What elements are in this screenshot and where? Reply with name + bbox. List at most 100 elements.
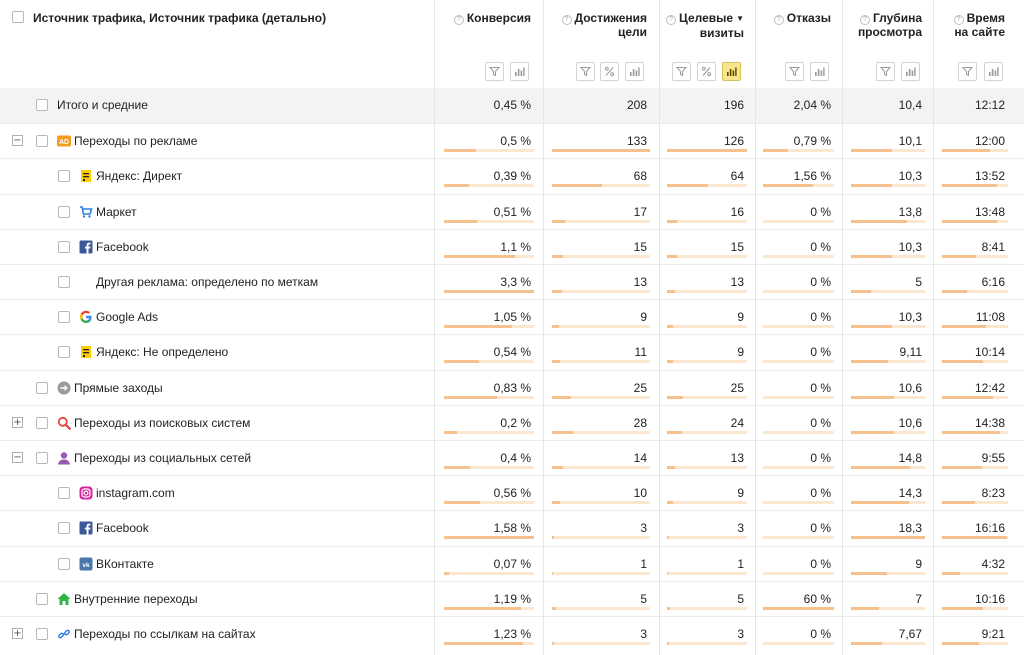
table-row[interactable]: Прямые заходы 0,83 % 25 25 0 % 10,6 12:42 xyxy=(0,369,1024,405)
metric-bar xyxy=(444,501,480,505)
metric-header-line: на сайте xyxy=(954,25,1005,39)
percent-icon-button[interactable] xyxy=(600,62,619,81)
metric-value: 126 xyxy=(723,134,744,149)
row-label[interactable]: Другая реклама: определено по меткам xyxy=(96,275,319,289)
totals-row[interactable]: Итого и средние 0,45 % 208 196 2,04 % 10,4 12:… xyxy=(0,88,1024,124)
table-row[interactable]: Facebook 1,58 % 3 3 0 % 18,3 16:16 xyxy=(0,510,1024,545)
help-icon[interactable]: ? xyxy=(773,15,784,25)
dimension-header[interactable]: Источник трафика, Источник трафика (дета… xyxy=(33,11,327,25)
metric-bar xyxy=(667,466,675,469)
metric-bar-track xyxy=(552,571,650,575)
row-checkbox[interactable] xyxy=(58,170,70,183)
metric-bar xyxy=(763,184,813,188)
metric-value: 3 xyxy=(640,521,647,536)
ad-icon: AD xyxy=(57,134,71,148)
select-all-checkbox[interactable] xyxy=(12,11,24,23)
metric-value: 0 % xyxy=(810,486,831,501)
sort-desc-icon[interactable]: ▼ xyxy=(736,14,744,23)
help-icon[interactable]: ? xyxy=(666,15,677,25)
row-checkbox[interactable] xyxy=(58,205,70,218)
row-checkbox[interactable] xyxy=(36,628,48,640)
table-row[interactable]: Facebook 1,1 % 15 15 0 % 10,3 8:41 xyxy=(0,228,1024,264)
row-checkbox[interactable] xyxy=(58,276,70,288)
row-checkbox[interactable] xyxy=(58,346,70,359)
metric-header[interactable]: ? Отказы xyxy=(773,11,831,25)
row-checkbox[interactable] xyxy=(36,99,48,111)
row-label[interactable]: Facebook xyxy=(96,239,149,254)
metric-header[interactable]: ? Целевые ▼ визиты xyxy=(666,11,744,40)
filter-icon-button[interactable] xyxy=(576,62,595,81)
table-row[interactable]: Яндекс: Не определено 0,54 % 11 9 0 % 9,11 10:… xyxy=(0,334,1024,369)
metric-header[interactable]: ? Конверсия xyxy=(453,11,531,25)
help-icon[interactable]: ? xyxy=(561,15,572,25)
filter-icon-button[interactable] xyxy=(672,62,691,81)
chart-icon-button[interactable] xyxy=(810,62,829,81)
table-row[interactable]: Внутренние переходы 1,19 % 5 5 60 % 7 10:16 xyxy=(0,580,1024,616)
percent-icon-button[interactable] xyxy=(697,62,716,81)
metric-value: 1,23 % xyxy=(493,627,531,641)
filter-icon-button[interactable] xyxy=(958,62,977,81)
chart-icon-button[interactable] xyxy=(625,62,644,81)
row-checkbox[interactable] xyxy=(36,592,48,605)
chart-icon-button[interactable] xyxy=(510,62,529,81)
metric-value: 9:55 xyxy=(981,451,1005,465)
metric-value: 0,54 % xyxy=(493,345,531,360)
row-checkbox[interactable] xyxy=(36,416,48,429)
row-label[interactable]: instagram.com xyxy=(96,486,175,501)
row-label[interactable]: Переходы по рекламе xyxy=(74,134,198,149)
help-icon[interactable]: ? xyxy=(859,15,870,25)
row-label[interactable]: ВКонтакте xyxy=(96,556,154,571)
table-row[interactable]: − Переходы из социальных сетей 0,4 % 14 13 0 … xyxy=(0,440,1024,475)
row-checkbox[interactable] xyxy=(36,135,48,148)
row-label[interactable]: Яндекс: Не определено xyxy=(96,345,229,360)
row-checkbox[interactable] xyxy=(36,381,48,394)
metric-value: 0 % xyxy=(810,239,831,254)
row-label[interactable]: Переходы по ссылкам на сайтах xyxy=(74,627,256,641)
table-row[interactable]: − AD Переходы по рекламе 0,5 % 133 126 0,79 % 1… xyxy=(0,123,1024,158)
chart-icon-button[interactable] xyxy=(984,62,1003,81)
row-label[interactable]: Переходы из социальных сетей xyxy=(74,451,252,465)
chart-icon-button[interactable] xyxy=(901,62,920,81)
metric-bar-track xyxy=(851,606,925,610)
table-row[interactable]: instagram.com 0,56 % 10 9 0 % 14,3 8:23 xyxy=(0,475,1024,510)
table-row[interactable]: vk ВКонтакте 0,07 % 1 1 0 % 9 4:32 xyxy=(0,545,1024,581)
filter-icon-button[interactable] xyxy=(485,62,504,81)
row-checkbox[interactable] xyxy=(58,240,70,253)
metric-bar-track xyxy=(667,219,747,223)
table-row[interactable]: Яндекс: Директ 0,39 % 68 64 1,56 % 10,3 13:52 xyxy=(0,158,1024,193)
row-checkbox[interactable] xyxy=(58,522,70,535)
row-label[interactable]: Внутренние переходы xyxy=(74,591,198,606)
metric-bar xyxy=(444,290,534,293)
row-checkbox[interactable] xyxy=(58,487,70,500)
chart-icon-button[interactable] xyxy=(722,62,741,81)
row-label[interactable]: Google Ads xyxy=(96,310,159,325)
metric-header[interactable]: ? Достижения цели xyxy=(561,11,647,39)
table-row[interactable]: Другая реклама: определено по меткам 3,3 … xyxy=(0,264,1024,299)
metric-title: Глубина xyxy=(872,11,922,25)
metric-header[interactable]: ? Время на сайте xyxy=(953,11,1005,39)
metric-value: 10,3 xyxy=(898,310,922,325)
help-icon[interactable]: ? xyxy=(453,15,464,25)
row-label[interactable]: Facebook xyxy=(96,521,149,536)
row-label[interactable]: Маркет xyxy=(96,204,137,219)
expand-toggle[interactable]: + xyxy=(12,628,23,639)
row-label[interactable]: Прямые заходы xyxy=(74,380,163,395)
table-row[interactable]: Google Ads 1,05 % 9 9 0 % 10,3 11:08 xyxy=(0,299,1024,334)
table-row[interactable]: + Переходы из поисковых систем 0,2 % 28 24 0 … xyxy=(0,404,1024,440)
filter-icon-button[interactable] xyxy=(785,62,804,81)
metric-bar-track xyxy=(444,219,534,223)
collapse-toggle[interactable]: − xyxy=(12,452,23,463)
row-checkbox[interactable] xyxy=(58,311,70,324)
table-row[interactable]: Маркет 0,51 % 17 16 0 % 13,8 13:48 xyxy=(0,193,1024,229)
metric-header[interactable]: ? Глубина просмотра xyxy=(858,11,922,39)
row-label[interactable]: Яндекс: Директ xyxy=(96,169,183,184)
expand-toggle[interactable]: + xyxy=(12,416,23,428)
collapse-toggle[interactable]: − xyxy=(12,135,23,147)
table-row[interactable]: + Переходы по ссылкам на сайтах 1,23 % 3 3 0 … xyxy=(0,616,1024,651)
row-label[interactable]: Переходы из поисковых систем xyxy=(74,415,251,430)
help-icon[interactable]: ? xyxy=(953,15,964,25)
filter-icon-button[interactable] xyxy=(876,62,895,81)
metric-bar-track xyxy=(763,325,834,329)
row-checkbox[interactable] xyxy=(36,452,48,464)
row-checkbox[interactable] xyxy=(58,557,70,570)
